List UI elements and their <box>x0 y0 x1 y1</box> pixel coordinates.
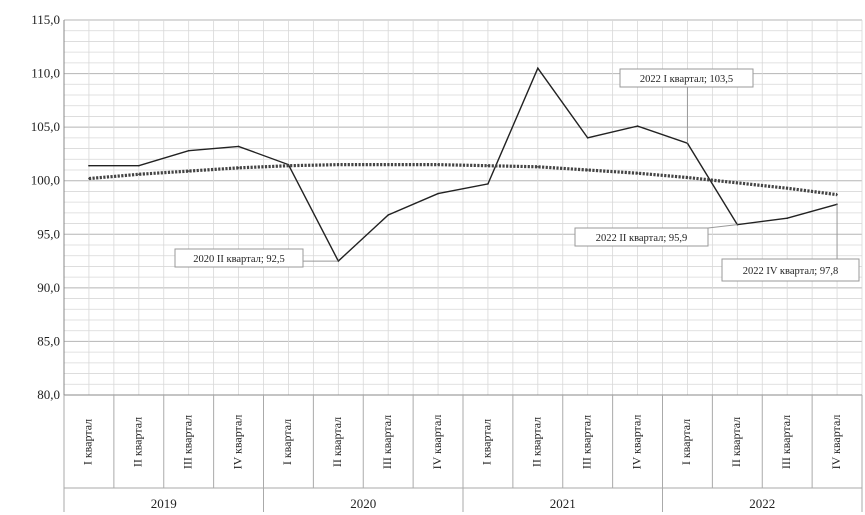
x-axis-categories: I квартал II квартал III квартал IV квартал… <box>63 395 863 488</box>
annotation-box <box>574 227 709 247</box>
y-tick-label: 115,0 <box>31 12 60 27</box>
x-tick-label: III квартал <box>180 415 194 469</box>
data-point <box>337 163 340 166</box>
data-point <box>437 192 439 195</box>
annotation-box <box>619 68 754 88</box>
data-point <box>387 163 389 166</box>
annotation-label: 2022 II квартал; 95,9 <box>596 233 688 244</box>
annotation-box <box>174 248 304 268</box>
data-point <box>138 173 140 176</box>
y-tick-label: 80,0 <box>37 387 60 402</box>
x-axis-years: 2019 2020 2021 2022 <box>63 487 863 512</box>
x-tick-label: III квартал <box>380 415 394 469</box>
data-point <box>187 149 190 152</box>
data-point <box>237 145 240 148</box>
annotation-leader <box>707 224 738 229</box>
y-tick-label: 105,0 <box>31 119 60 134</box>
data-point <box>387 214 389 216</box>
x-tick-label: II квартал <box>530 417 544 467</box>
data-point <box>636 172 639 175</box>
y-tick-label: 90,0 <box>37 280 60 295</box>
x-tick-label: IV квартал <box>230 415 244 470</box>
data-point <box>88 164 90 167</box>
x-tick-label: III квартал <box>779 415 793 469</box>
data-point <box>836 193 838 196</box>
y-tick-label: 110,0 <box>31 66 60 81</box>
year-label: 2021 <box>550 496 576 511</box>
data-point <box>586 137 589 139</box>
x-tick-label: IV квартал <box>430 415 444 470</box>
x-tick-label: IV квартал <box>829 415 843 470</box>
data-point <box>138 164 140 167</box>
x-tick-label: III квартал <box>579 415 593 469</box>
x-tick-label: II квартал <box>729 417 743 467</box>
year-label: 2022 <box>749 496 775 511</box>
x-tick-label: II квартал <box>131 417 145 467</box>
series-line <box>88 66 838 263</box>
annotation-box <box>721 258 860 282</box>
data-point <box>537 165 539 168</box>
y-tick-label: 85,0 <box>37 333 60 348</box>
data-point <box>487 183 489 185</box>
annotation-label: 2020 II квартал; 92,5 <box>193 254 285 265</box>
y-tick-label: 100,0 <box>31 173 60 188</box>
year-label: 2019 <box>151 496 177 511</box>
y-axis: 80,0 85,0 90,0 95,0 100,0 105,0 110,0 115,0 <box>31 12 60 402</box>
data-point <box>437 163 439 166</box>
data-point <box>786 187 788 190</box>
data-point <box>636 125 639 127</box>
data-point <box>487 164 489 167</box>
data-point <box>736 182 739 184</box>
data-point <box>586 169 589 171</box>
data-point <box>287 164 290 167</box>
data-point <box>237 167 240 169</box>
trend-line <box>88 163 838 197</box>
y-tick-label: 95,0 <box>37 226 60 241</box>
annotations: 2020 II квартал; 92,5 2022 I квартал; 103… <box>174 68 860 282</box>
series-group <box>88 66 838 263</box>
x-tick-label: I квартал <box>480 419 494 465</box>
data-point <box>686 176 689 179</box>
data-point <box>786 217 788 220</box>
annotation-label: 2022 IV квартал; 97,8 <box>743 266 838 277</box>
x-tick-label: IV квартал <box>629 415 643 470</box>
x-tick-label: I квартал <box>280 419 294 465</box>
annotation-label: 2022 I квартал; 103,5 <box>640 74 733 85</box>
data-point <box>187 170 190 172</box>
year-label: 2020 <box>350 496 376 511</box>
x-tick-label: I квартал <box>81 419 95 465</box>
data-point <box>88 177 90 180</box>
data-point <box>537 67 539 70</box>
x-tick-label: II квартал <box>330 417 344 467</box>
x-tick-label: I квартал <box>679 419 693 465</box>
